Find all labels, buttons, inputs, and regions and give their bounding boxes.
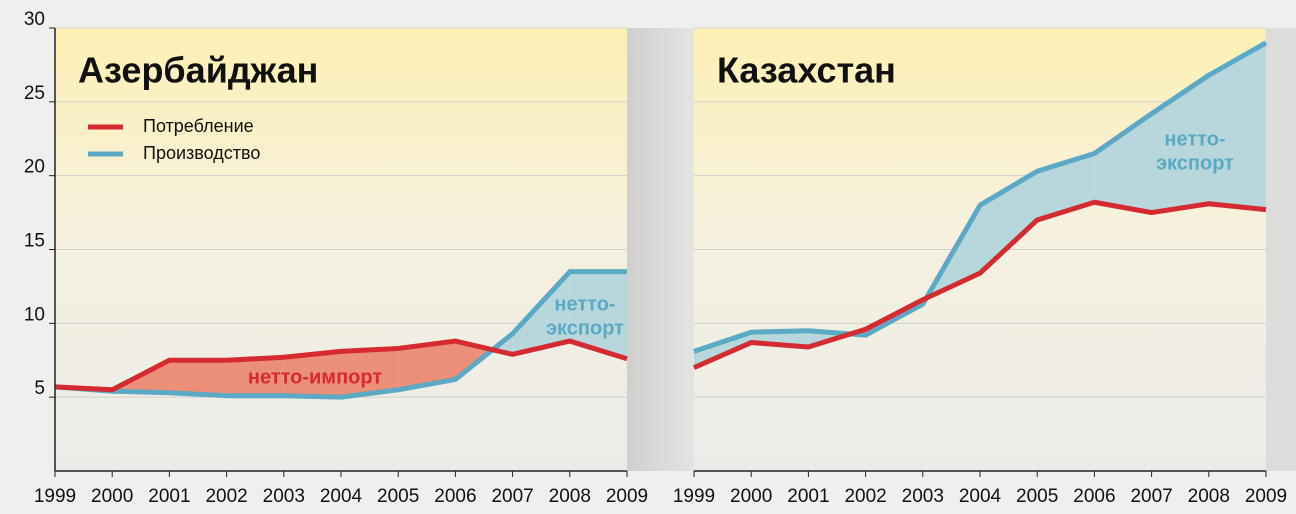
- area-fill: [398, 341, 456, 390]
- x-tick-label: 2008: [549, 486, 591, 507]
- y-tick-label: 10: [24, 304, 45, 325]
- x-tick-label: 2009: [606, 486, 648, 507]
- x-tick-label: 1999: [34, 486, 76, 507]
- panel-gap: [627, 28, 694, 471]
- area-fill: [169, 360, 227, 396]
- x-tick-label: 2000: [730, 486, 772, 507]
- area-fill: [1151, 75, 1209, 213]
- series-line: [693, 40, 1268, 354]
- x-tick-label: 2004: [320, 486, 363, 507]
- panel-title: Казахстан: [717, 50, 896, 91]
- area-fill: [1094, 113, 1152, 213]
- annotation: нетто-: [1164, 128, 1225, 150]
- y-tick-label: 30: [24, 9, 45, 30]
- series-line: [54, 338, 628, 393]
- x-tick-label: 2007: [1130, 486, 1172, 507]
- x-tick-label: 2002: [844, 486, 886, 507]
- x-tick-label: 2004: [959, 486, 1002, 507]
- legend-label: Производство: [143, 143, 260, 163]
- y-tick-label: 15: [24, 231, 45, 252]
- area-fill: [512, 271, 570, 355]
- area-fill: [283, 351, 341, 398]
- panel-gap: [1266, 28, 1296, 471]
- y-tick-label: 5: [34, 378, 45, 399]
- area-fill: [1208, 42, 1266, 210]
- x-tick-label: 2008: [1188, 486, 1230, 507]
- x-tick-label: 2002: [205, 486, 247, 507]
- x-tick-label: 1999: [673, 486, 715, 507]
- x-tick-label: 2007: [491, 486, 533, 507]
- x-tick-label: 2000: [91, 486, 133, 507]
- x-tick-label: 2009: [1245, 486, 1287, 507]
- series-line: [692, 199, 1267, 370]
- x-tick-label: 2005: [1016, 486, 1058, 507]
- x-tick-label: 2001: [148, 486, 190, 507]
- x-tick-label: 2003: [263, 486, 305, 507]
- area-fill: [226, 357, 284, 396]
- area-fill: [341, 348, 399, 398]
- x-tick-label: 2003: [902, 486, 944, 507]
- x-tick-label: 2001: [787, 486, 829, 507]
- x-tick-label: 2005: [377, 486, 419, 507]
- area-fill: [569, 271, 627, 359]
- y-tick-label: 25: [24, 83, 45, 104]
- area-fill: [1037, 153, 1095, 220]
- annotation: нетто-импорт: [248, 366, 382, 388]
- annotation: экспорт: [1156, 152, 1234, 174]
- y-tick-label: 20: [24, 157, 45, 178]
- x-tick-label: 2006: [434, 486, 476, 507]
- series-line: [54, 269, 627, 400]
- legend-label: Потребление: [143, 116, 254, 136]
- x-tick-label: 2006: [1073, 486, 1115, 507]
- annotation: нетто-: [554, 293, 615, 315]
- panel-title: Азербайджан: [78, 50, 318, 91]
- annotation: экспорт: [546, 317, 624, 339]
